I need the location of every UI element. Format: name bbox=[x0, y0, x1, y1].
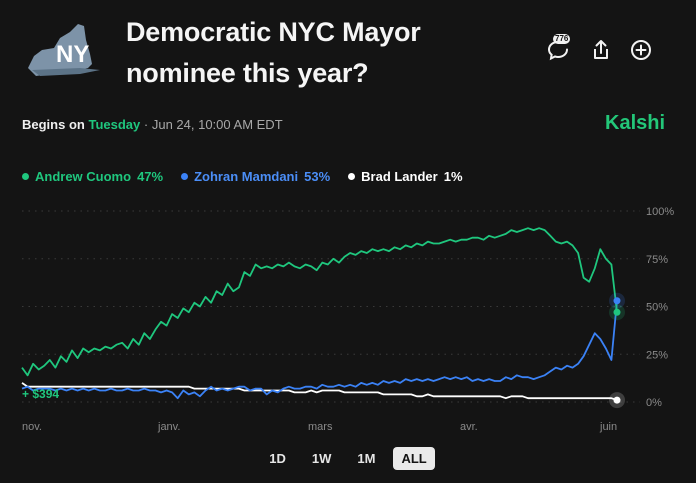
y-tick-label: 100% bbox=[646, 206, 674, 218]
y-tick-label: 25% bbox=[646, 349, 668, 361]
legend-value-cuomo: 47% bbox=[137, 169, 164, 184]
time-range-selector: 1D 1W 1M ALL bbox=[0, 447, 696, 470]
range-1m-button[interactable]: 1M bbox=[357, 451, 376, 466]
chart-gridlines bbox=[22, 210, 640, 403]
series-line bbox=[21, 227, 618, 377]
y-tick-label: 0% bbox=[646, 397, 662, 409]
title-line-1: Democratic NYC Mayor bbox=[126, 17, 421, 47]
x-tick-label: janv. bbox=[157, 421, 180, 433]
legend-item-lander: Brad Lander 1% bbox=[348, 169, 463, 184]
chart-series bbox=[21, 227, 618, 401]
legend-name-lander: Brad Lander bbox=[361, 169, 438, 184]
legend-dot-mamdani bbox=[181, 173, 189, 180]
legend-value-mamdani: 53% bbox=[304, 169, 331, 184]
new-york-state-logo: NY bbox=[28, 24, 100, 76]
legend-item-mamdani: Zohran Mamdani 53% bbox=[181, 169, 330, 184]
title-line-2: nominee this year? bbox=[126, 58, 369, 88]
begins-label: Begins on bbox=[22, 117, 85, 132]
comment-count-badge: 776 bbox=[553, 34, 571, 44]
x-tick-label: mars bbox=[308, 421, 333, 433]
x-tick-label: nov. bbox=[22, 421, 42, 433]
legend-item-cuomo: Andrew Cuomo 47% bbox=[22, 169, 163, 184]
x-axis-ticks: nov. janv. mars avr. juin bbox=[22, 421, 617, 433]
y-tick-label: 75% bbox=[646, 254, 668, 266]
share-icon[interactable] bbox=[589, 38, 613, 62]
kalshi-logo: Kalshi bbox=[605, 112, 666, 134]
endpoint-dot bbox=[613, 396, 621, 404]
begins-info: Begins on Tuesday · Jun 24, 10:00 AM EDT bbox=[22, 117, 283, 132]
add-circle-icon[interactable] bbox=[629, 38, 653, 62]
price-chart[interactable]: 100% 75% 50% 25% 0% nov. janv. mars avr. juin + … bbox=[0, 195, 696, 440]
legend-value-lander: 1% bbox=[443, 169, 463, 184]
range-1w-button[interactable]: 1W bbox=[311, 451, 332, 466]
series-line bbox=[21, 300, 618, 400]
comment-icon[interactable] bbox=[546, 38, 570, 62]
chart-legend: Andrew Cuomo 47% Zohran Mamdani 53% Brad… bbox=[22, 169, 463, 184]
x-tick-label: juin bbox=[599, 421, 617, 433]
market-header: NY Democratic NYC Mayor nominee this yea… bbox=[0, 0, 696, 100]
chart-endpoints bbox=[609, 292, 625, 409]
legend-dot-lander bbox=[348, 173, 356, 180]
range-all-button[interactable]: ALL bbox=[393, 447, 435, 470]
legend-dot-cuomo bbox=[22, 173, 29, 180]
endpoint-dot bbox=[613, 308, 621, 316]
y-axis-ticks: 100% 75% 50% 25% 0% bbox=[646, 206, 674, 409]
series-line bbox=[21, 382, 618, 401]
y-tick-label: 50% bbox=[646, 302, 668, 314]
begins-separator: · bbox=[143, 117, 149, 132]
logo-text: NY bbox=[56, 41, 89, 68]
begins-datetime: Jun 24, 10:00 AM EDT bbox=[151, 117, 283, 132]
x-tick-label: avr. bbox=[460, 421, 478, 433]
endpoint-dot bbox=[613, 297, 621, 305]
legend-name-mamdani: Zohran Mamdani bbox=[194, 169, 299, 184]
chart-annotation: + $394 bbox=[22, 387, 59, 401]
market-title: Democratic NYC Mayor nominee this year? bbox=[126, 12, 486, 94]
begins-day: Tuesday bbox=[88, 117, 141, 132]
range-1d-button[interactable]: 1D bbox=[269, 451, 286, 466]
legend-name-cuomo: Andrew Cuomo bbox=[35, 169, 132, 184]
